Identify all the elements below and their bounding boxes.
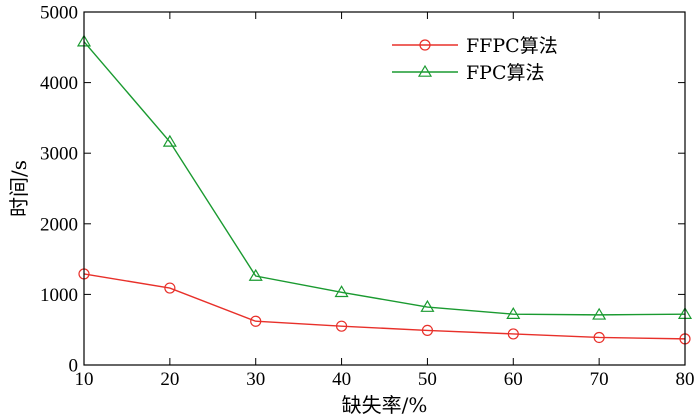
series-1-point — [421, 324, 434, 337]
series-2-point — [592, 307, 607, 320]
series-2-point — [420, 299, 435, 312]
legend-label-1: FFPC算法 — [466, 35, 558, 57]
legend-marker-2 — [417, 64, 433, 77]
series-1-point — [507, 328, 519, 340]
series-1-point — [250, 315, 262, 327]
x-tick-label: 50 — [418, 369, 437, 390]
x-tick-label: 70 — [590, 369, 609, 390]
series-2-point — [162, 134, 177, 147]
y-tick-label: 1000 — [40, 285, 78, 306]
y-axis-label: 时间/s — [7, 160, 31, 217]
x-tick-label: 30 — [246, 369, 265, 390]
y-tick-label: 5000 — [40, 3, 78, 24]
y-tick-label: 2000 — [40, 214, 78, 235]
x-tick-label: 80 — [676, 369, 695, 390]
series-1-point — [164, 282, 176, 294]
series-1-point — [335, 320, 348, 332]
series-2-point — [506, 306, 521, 319]
series-layer — [76, 34, 693, 345]
x-tick-label: 10 — [75, 369, 94, 390]
plot-frame — [83, 11, 686, 366]
y-tick-label: 4000 — [40, 73, 78, 94]
legend: FFPC算法 FPC算法 — [392, 35, 558, 84]
x-axis-label: 缺失率/% — [342, 393, 428, 417]
x-tick-label: 40 — [332, 369, 351, 390]
legend-label-2: FPC算法 — [466, 62, 545, 84]
y-tick-label: 0 — [69, 356, 79, 377]
y-tick-label: 3000 — [40, 144, 78, 165]
series-line-2 — [83, 41, 686, 316]
series-2-point — [334, 285, 349, 298]
x-tick-label: 20 — [160, 369, 179, 390]
series-1-point — [593, 331, 605, 344]
series-2-point — [248, 268, 263, 281]
series-line-1 — [83, 273, 686, 340]
ticks-layer: 10 20 30 40 50 60 70 80 0 1000 2000 3000 4000 5000 — [40, 3, 695, 391]
x-tick-label: 60 — [504, 369, 523, 390]
legend-marker-1 — [419, 39, 431, 51]
